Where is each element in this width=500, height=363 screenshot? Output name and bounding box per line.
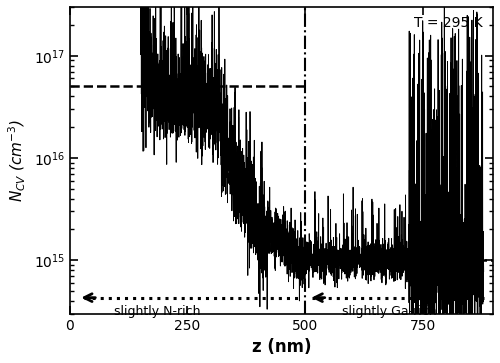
- Text: slightly Ga-rich: slightly Ga-rich: [342, 305, 437, 318]
- Y-axis label: $N_{CV}$ (cm$^{-3}$): $N_{CV}$ (cm$^{-3}$): [7, 119, 28, 202]
- Text: T = 295 K: T = 295 K: [414, 16, 482, 30]
- X-axis label: z (nm): z (nm): [252, 338, 311, 356]
- Text: slightly N-rich: slightly N-rich: [114, 305, 200, 318]
